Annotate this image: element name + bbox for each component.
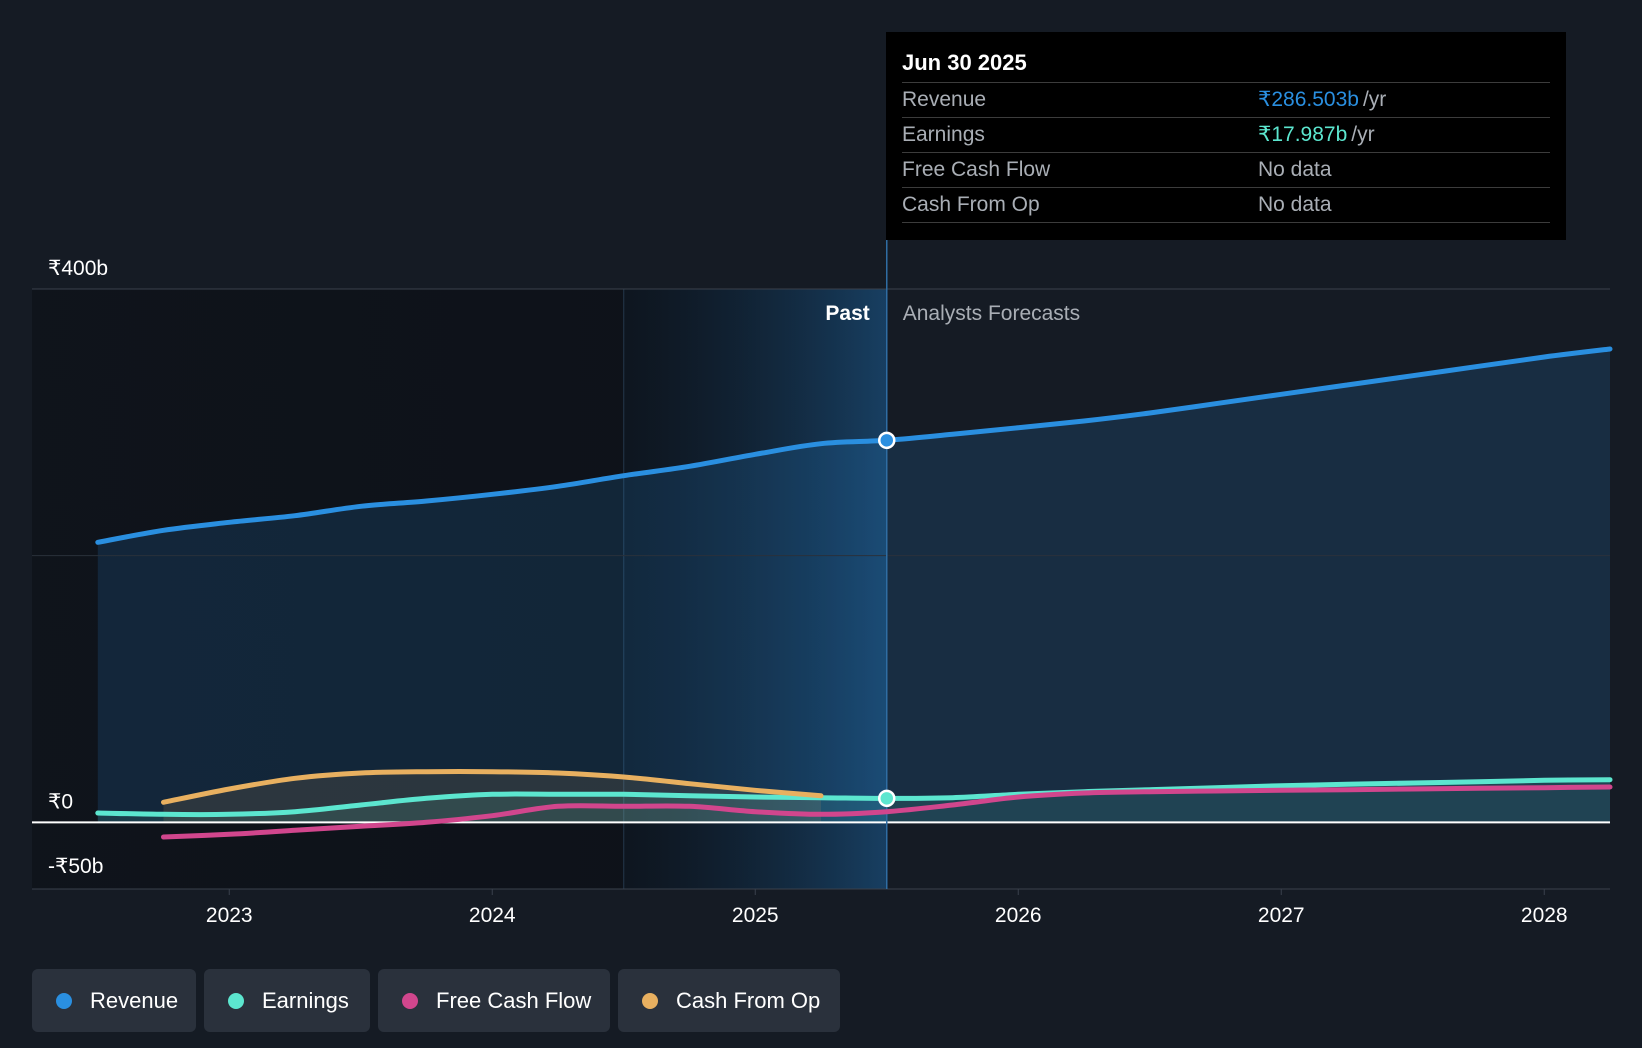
tooltip-value-free-cash-flow: No data: [1258, 158, 1332, 181]
y-tick-label: -₹50b: [48, 855, 103, 878]
revenue-line: [95, 346, 1613, 545]
free-cash-flow-line: [161, 784, 1613, 840]
legend-label: Revenue: [90, 987, 179, 1013]
y-tick-label: ₹400b: [48, 257, 108, 280]
x-tick-label: 2023: [206, 904, 253, 927]
legend-dot-icon: [402, 992, 418, 1009]
y-tick-label: ₹0: [48, 790, 73, 813]
tooltip-value-earnings: ₹17.987b: [1258, 123, 1348, 146]
legend-dot-icon: [228, 992, 244, 1009]
tooltip-unit: /yr: [1362, 88, 1387, 111]
tooltip-label: Cash From Op: [902, 193, 1040, 216]
x-tick-label: 2028: [1521, 904, 1568, 927]
tooltip-label: Revenue: [902, 88, 987, 111]
tooltip-label: Earnings: [902, 123, 985, 146]
tooltip-unit: /yr: [1351, 123, 1375, 146]
tooltip-row-free-cash-flow: Free Cash Flow No data: [902, 152, 1550, 187]
legend-label: Earnings: [262, 987, 349, 1013]
tooltip-value-cash-from-op: No data: [1258, 193, 1332, 216]
revenue-area: [97, 349, 1610, 823]
legend-item-earnings[interactable]: Earnings: [204, 969, 370, 1032]
earnings-line: [95, 777, 1613, 818]
hover-tooltip: Jun 30 2025 Revenue ₹286.503b/yr Earning…: [886, 32, 1566, 240]
past-label: Past: [825, 302, 869, 325]
earnings-highlight-point: [878, 789, 896, 808]
legend-item-revenue[interactable]: Revenue: [32, 969, 196, 1032]
legend-dot-icon: [56, 992, 72, 1009]
tooltip-value-revenue: ₹286.503b: [1258, 88, 1359, 111]
revenue-highlight-point: [878, 431, 896, 450]
forecast-label: Analysts Forecasts: [903, 302, 1080, 325]
legend-label: Free Cash Flow: [436, 987, 592, 1013]
x-tick-label: 2025: [732, 904, 779, 927]
legend-item-free-cash-flow[interactable]: Free Cash Flow: [378, 969, 610, 1032]
x-tick-label: 2027: [1258, 904, 1305, 927]
x-tick-label: 2024: [469, 904, 516, 927]
legend-dot-icon: [642, 992, 658, 1009]
tooltip-date: Jun 30 2025: [902, 50, 1027, 75]
tooltip-row-revenue: Revenue ₹286.503b/yr: [902, 82, 1550, 117]
cash-from-op-line: [161, 768, 824, 805]
tooltip-label: Free Cash Flow: [902, 158, 1051, 181]
x-tick-label: 2026: [995, 904, 1042, 927]
tooltip-row-earnings: Earnings ₹17.987b/yr: [902, 117, 1550, 152]
legend-label: Cash From Op: [676, 987, 821, 1013]
legend-item-cash-from-op[interactable]: Cash From Op: [618, 969, 840, 1032]
tooltip-row-cash-from-op: Cash From Op No data: [902, 187, 1550, 223]
